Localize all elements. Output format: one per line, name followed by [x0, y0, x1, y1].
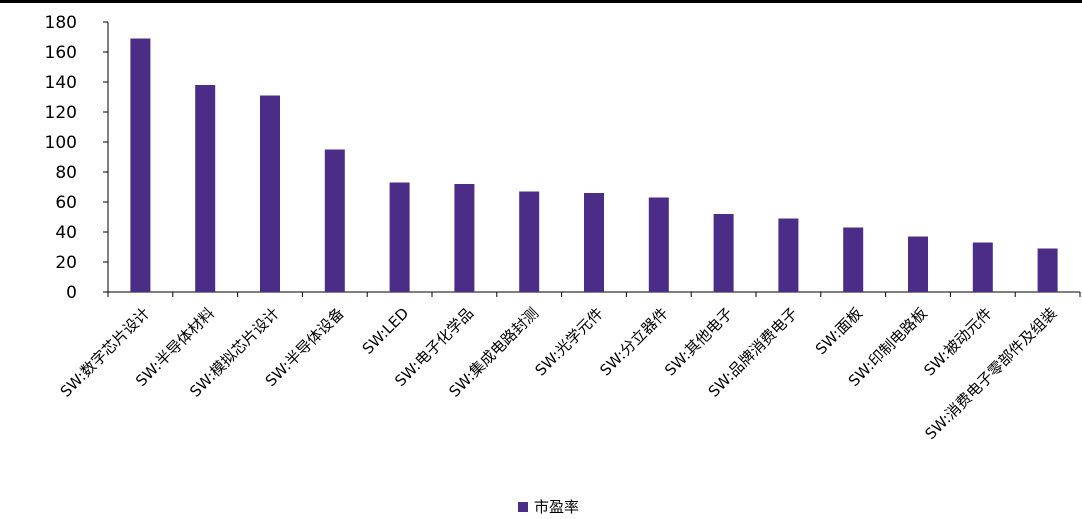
y-tick-label: 40 — [55, 223, 77, 243]
top-border-rule — [0, 0, 1082, 3]
bar-3 — [260, 95, 280, 292]
legend-label-pe-ratio: 市盈率 — [534, 498, 579, 516]
bar-5 — [389, 182, 410, 292]
y-tick-label: 20 — [55, 253, 77, 273]
bar-8 — [584, 193, 604, 292]
bar-7 — [519, 191, 540, 292]
bar-6 — [454, 184, 475, 292]
y-tick-label: 60 — [55, 193, 77, 213]
legend-swatch — [518, 502, 528, 512]
y-tick-label: 140 — [45, 73, 77, 93]
bar-11 — [778, 218, 799, 292]
bar-1 — [130, 38, 151, 292]
x-tick-label: SW:消费电子零部件及组装 — [921, 304, 1060, 443]
bar-4 — [324, 149, 345, 292]
y-tick-label: 180 — [45, 13, 77, 33]
bar-13 — [908, 236, 928, 292]
y-tick-label: 80 — [55, 163, 77, 183]
x-tick-label: SW:数字芯片设计 — [57, 304, 154, 401]
y-tick-label: 120 — [45, 103, 77, 123]
bar-15 — [1037, 248, 1058, 292]
bar-9 — [648, 197, 669, 292]
bar-12 — [843, 227, 864, 292]
bar-2 — [195, 85, 216, 292]
x-axis — [107, 291, 1081, 297]
x-tick-label: SW:LED — [359, 304, 413, 358]
bar-10 — [713, 214, 734, 292]
bars — [130, 38, 1058, 292]
x-tick-label: SW:分立器件 — [596, 304, 671, 379]
y-tick-label: 0 — [66, 283, 77, 303]
x-tick-label: SW:光学元件 — [531, 304, 606, 379]
x-tick-label: SW:面板 — [812, 304, 866, 358]
y-axis: 0 20 40 60 80 100 120 140 160 180 — [45, 13, 109, 303]
y-tick-label: 100 — [45, 133, 77, 153]
bar-14 — [972, 242, 993, 292]
legend: 市盈率 — [518, 498, 579, 516]
y-tick-label: 160 — [45, 43, 77, 63]
